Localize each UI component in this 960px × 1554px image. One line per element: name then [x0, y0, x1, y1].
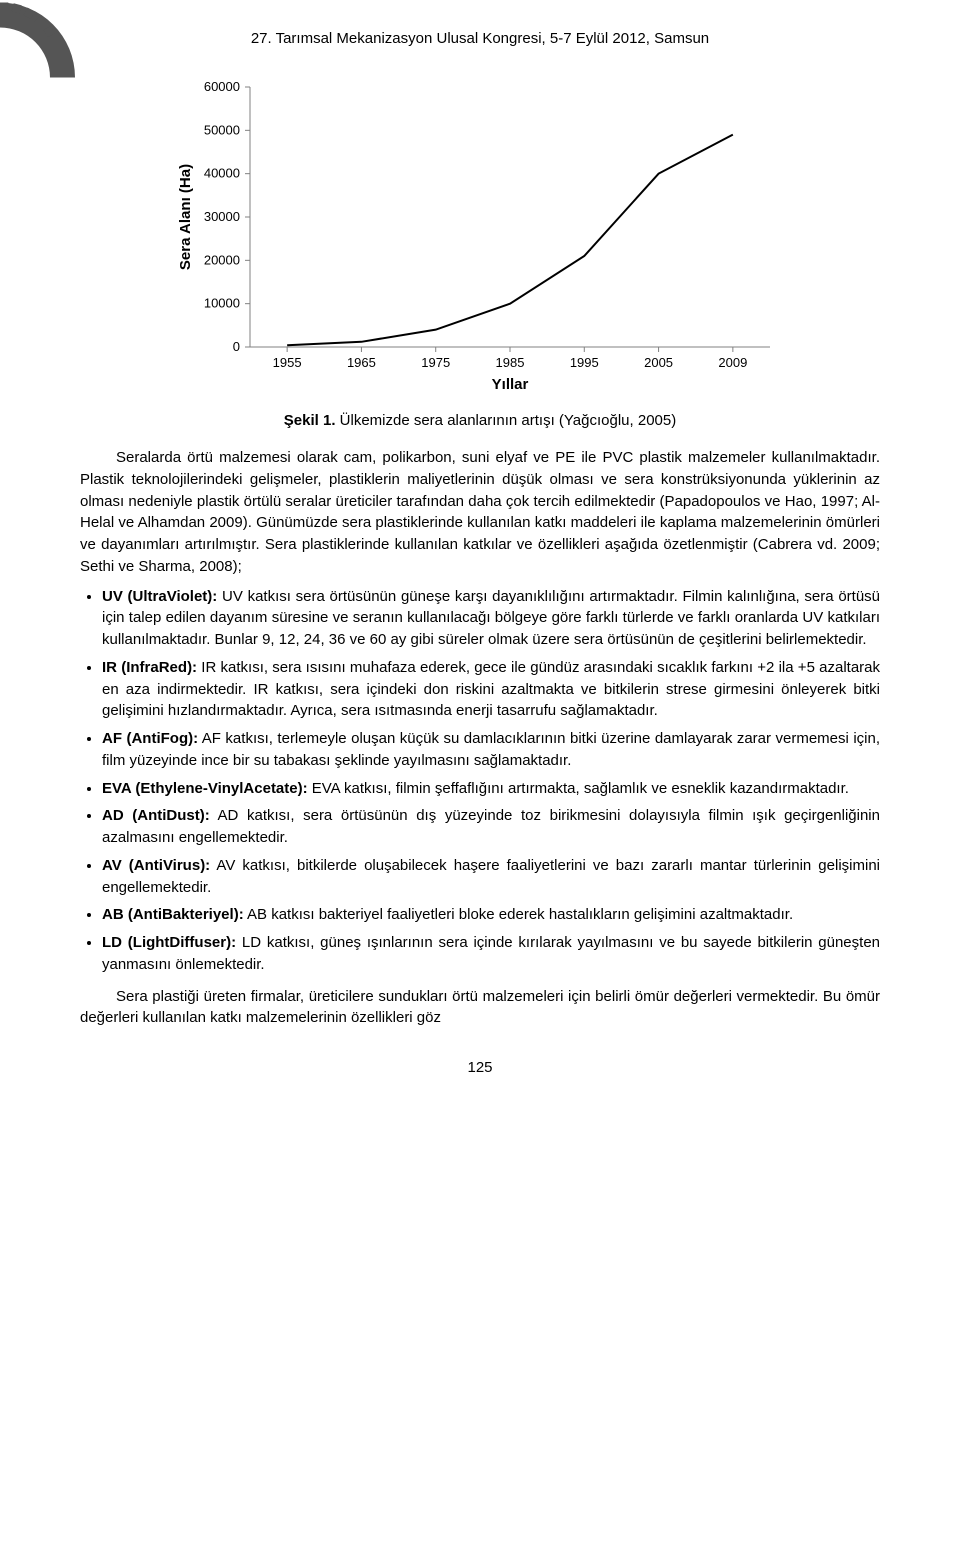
closing-paragraph: Sera plastiği üreten firmalar, üreticile… [80, 986, 880, 1030]
svg-text:20000: 20000 [204, 252, 240, 267]
additive-head: IR (InfraRed): [102, 659, 197, 676]
page-header: 27. Tarımsal Mekanizasyon Ulusal Kongres… [80, 30, 880, 47]
additive-text: AB katkısı bakteriyel faaliyetleri bloke… [244, 906, 793, 923]
svg-text:Yıllar: Yıllar [492, 376, 529, 393]
chart-container: 0 10000 20000 30000 40000 50000 60000 1955 1965 1… [80, 67, 880, 402]
additive-list: UV (UltraViolet): UV katkısı sera örtüsü… [80, 586, 880, 976]
additive-item: LD (LightDiffuser): LD katkısı, güneş ış… [102, 932, 880, 976]
congress-logo [0, 0, 100, 80]
page-number: 125 [80, 1059, 880, 1076]
svg-text:50000: 50000 [204, 122, 240, 137]
svg-text:40000: 40000 [204, 166, 240, 181]
additive-item: EVA (Ethylene-VinylAcetate): EVA katkısı… [102, 778, 880, 800]
additive-head: LD (LightDiffuser): [102, 934, 236, 951]
additive-item: AF (AntiFog): AF katkısı, terlemeyle olu… [102, 728, 880, 772]
additive-head: AF (AntiFog): [102, 730, 198, 747]
svg-text:30000: 30000 [204, 209, 240, 224]
caption-lead: Şekil 1. [284, 412, 336, 429]
figure-caption: Şekil 1. Ülkemizde sera alanlarının artı… [80, 412, 880, 429]
additive-head: UV (UltraViolet): [102, 588, 217, 605]
svg-text:1965: 1965 [347, 355, 376, 370]
additive-item: AD (AntiDust): AD katkısı, sera örtüsünü… [102, 805, 880, 849]
additive-item: AV (AntiVirus): AV katkısı, bitkilerde o… [102, 855, 880, 899]
svg-text:1975: 1975 [421, 355, 450, 370]
additive-head: AD (AntiDust): [102, 807, 210, 824]
caption-text: Ülkemizde sera alanlarının artışı (Yağcı… [340, 412, 677, 429]
svg-text:1955: 1955 [273, 355, 302, 370]
additive-head: AB (AntiBakteriyel): [102, 906, 244, 923]
intro-paragraph: Seralarda örtü malzemesi olarak cam, pol… [80, 447, 880, 578]
additive-item: IR (InfraRed): IR katkısı, sera ısısını … [102, 657, 880, 722]
additive-text: AV katkısı, bitkilerde oluşabilecek haşe… [102, 857, 880, 896]
additive-item: AB (AntiBakteriyel): AB katkısı bakteriy… [102, 904, 880, 926]
page-container: 27. Tarımsal Mekanizasyon Ulusal Kongres… [0, 0, 960, 1106]
svg-text:2005: 2005 [644, 355, 673, 370]
svg-text:0: 0 [233, 339, 240, 354]
additive-text: AD katkısı, sera örtüsünün dış yüzeyinde… [102, 807, 880, 846]
svg-text:Sera Alanı (Ha): Sera Alanı (Ha) [177, 164, 194, 270]
svg-text:1985: 1985 [496, 355, 525, 370]
greenhouse-area-chart: 0 10000 20000 30000 40000 50000 60000 1955 1965 1… [160, 67, 800, 402]
svg-text:2009: 2009 [718, 355, 747, 370]
additive-text: UV katkısı sera örtüsünün güneşe karşı d… [102, 588, 880, 649]
additive-head: EVA (Ethylene-VinylAcetate): [102, 780, 308, 797]
additive-item: UV (UltraViolet): UV katkısı sera örtüsü… [102, 586, 880, 651]
additive-text: AF katkısı, terlemeyle oluşan küçük su d… [102, 730, 880, 769]
additive-text: EVA katkısı, filmin şeffaflığını artırma… [308, 780, 849, 797]
svg-text:10000: 10000 [204, 296, 240, 311]
additive-text: IR katkısı, sera ısısını muhafaza ederek… [102, 659, 880, 720]
additive-head: AV (AntiVirus): [102, 857, 210, 874]
svg-text:1995: 1995 [570, 355, 599, 370]
svg-text:60000: 60000 [204, 79, 240, 94]
